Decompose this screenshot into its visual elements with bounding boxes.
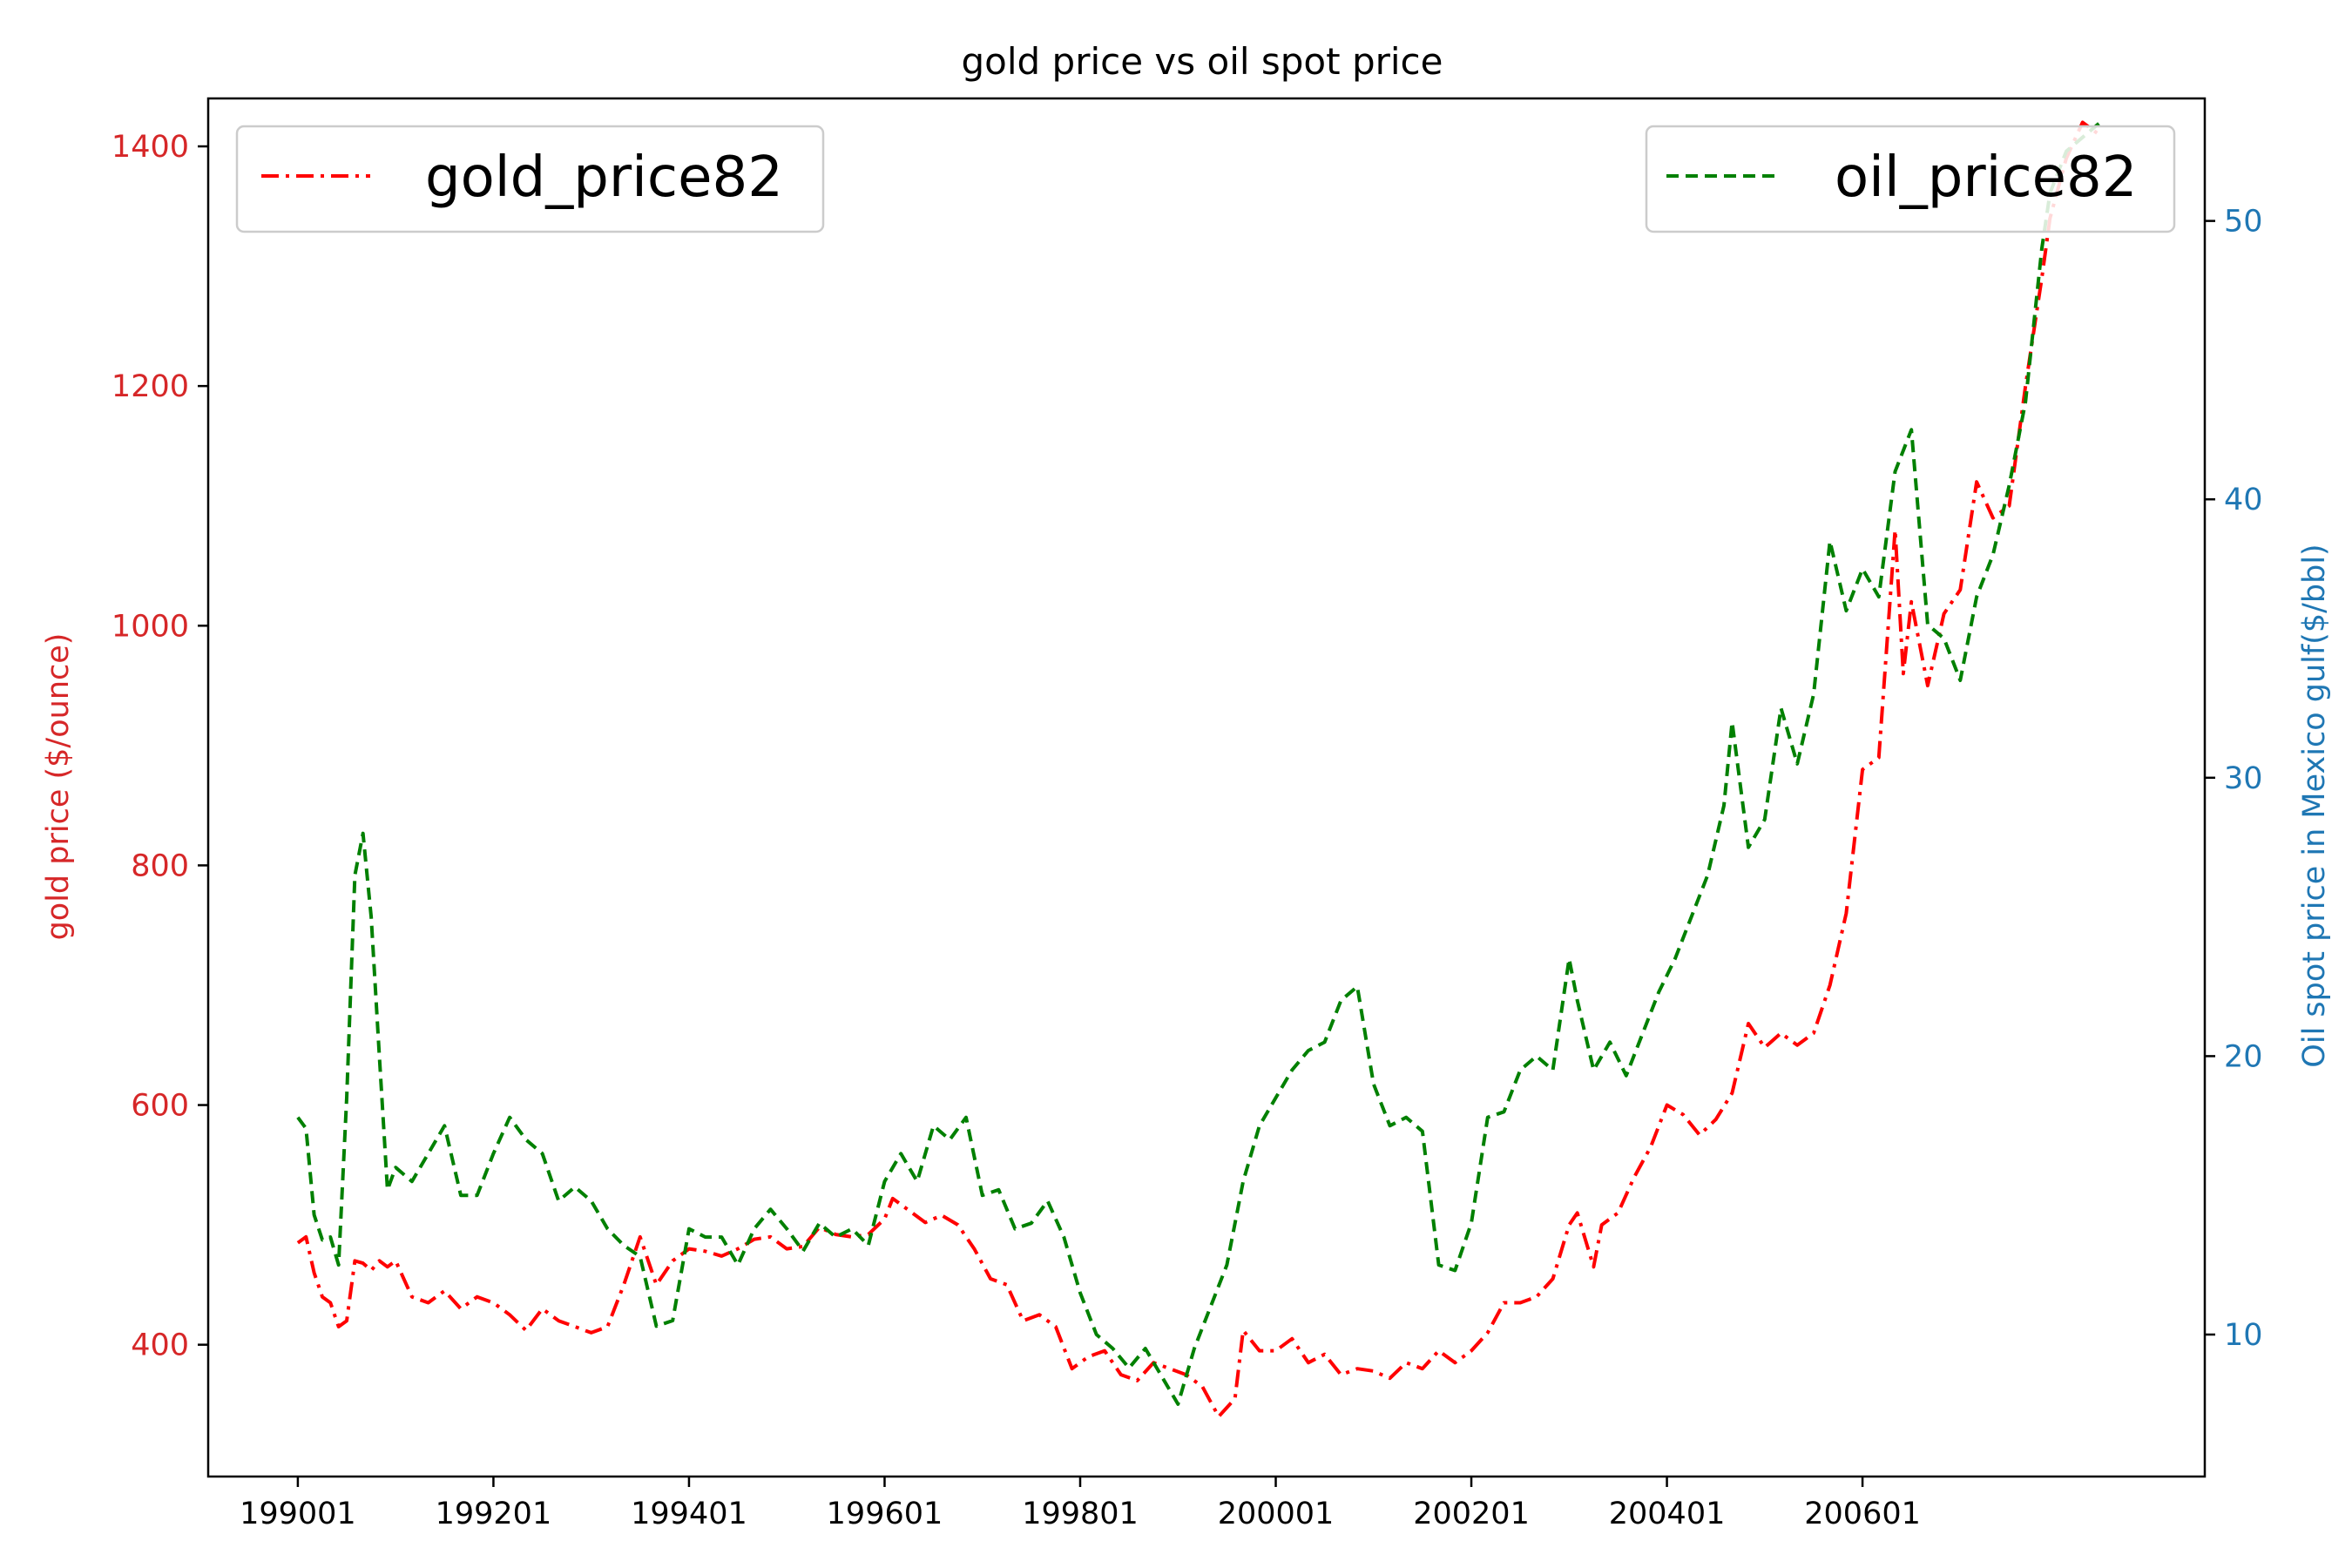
right-y-tick-label: 30	[2224, 761, 2263, 796]
right-y-tick-label: 10	[2224, 1318, 2263, 1353]
left-y-tick-label: 600	[131, 1089, 189, 1124]
x-axis: 199001 199201 199401 199601 199801 200001 2002…	[240, 1477, 1921, 1531]
legend-oil-box	[1645, 125, 2176, 233]
legend-gold: gold_price82	[235, 125, 825, 233]
plot-area	[296, 120, 2100, 1419]
left-axis-label: gold price ($/ounce)	[41, 633, 76, 941]
x-tick-label: 200201	[1413, 1497, 1530, 1531]
x-tick-label: 199001	[240, 1497, 356, 1531]
oil-price-line	[296, 122, 2100, 1406]
left-y-tick-label: 1000	[112, 609, 189, 644]
left-y-axis: 400 600 800 1000 1200 1400	[112, 130, 208, 1363]
plot-frame	[206, 97, 2207, 1478]
legend-gold-box	[235, 125, 825, 233]
left-y-tick-label: 1400	[112, 130, 189, 165]
chart-title: gold price vs oil spot price	[962, 40, 1443, 83]
x-tick-label: 200001	[1218, 1497, 1335, 1531]
right-y-axis: 10 20 30 40 50	[2205, 205, 2263, 1353]
right-axis-label: Oil spot price in Mexico gulf($/bbl)	[2297, 544, 2332, 1067]
right-y-tick-label: 50	[2224, 205, 2263, 240]
x-tick-label: 200601	[1804, 1497, 1921, 1531]
x-tick-label: 199801	[1022, 1497, 1139, 1531]
right-y-tick-label: 40	[2224, 483, 2263, 517]
legend-oil: oil_price82	[1645, 125, 2176, 233]
x-tick-label: 199201	[436, 1497, 552, 1531]
left-y-tick-label: 400	[131, 1328, 189, 1363]
right-y-tick-label: 20	[2224, 1039, 2263, 1074]
left-y-tick-label: 800	[131, 848, 189, 883]
legend-oil-label: oil_price82	[1835, 145, 2137, 210]
x-tick-label: 200401	[1609, 1497, 1726, 1531]
left-y-tick-label: 1200	[112, 369, 189, 404]
x-tick-label: 199401	[631, 1497, 747, 1531]
legend-gold-label: gold_price82	[425, 145, 783, 210]
gold-price-line	[296, 120, 2100, 1419]
x-tick-label: 199601	[827, 1497, 943, 1531]
